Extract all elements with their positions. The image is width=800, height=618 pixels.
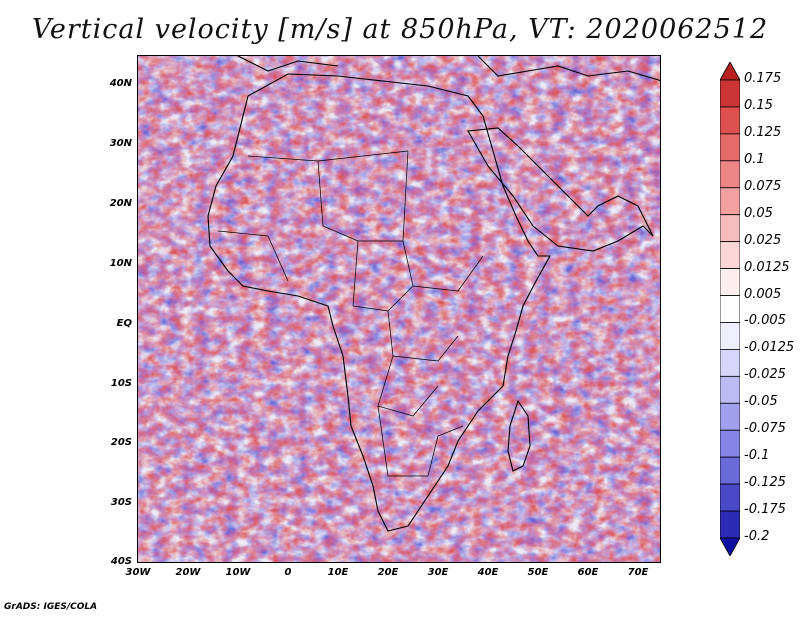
lon-tick-20w: 20W [175, 567, 201, 578]
lon-tick-10e: 10E [327, 567, 349, 578]
lat-tick-10s: 10S [110, 378, 132, 389]
colorbar-box [720, 429, 740, 458]
colorbar-box [720, 537, 740, 556]
colorbar-box [720, 295, 740, 323]
grads-credit: GrADS: IGES/COLA [4, 602, 98, 612]
colorbar-label: -0.005 [744, 313, 786, 329]
colorbar-label: 0.15 [744, 97, 773, 113]
chart-title: Vertical velocity [m/s] at 850hPa, VT: 2… [31, 14, 769, 45]
lat-tick-10n: 10N [109, 258, 132, 269]
lat-tick-30s: 30S [110, 497, 132, 508]
colorbar-label: 0.05 [744, 205, 773, 221]
lon-tick-40e: 40E [477, 567, 499, 578]
colorbar-box [720, 79, 740, 108]
colorbar-box [720, 214, 740, 243]
lon-tick-30e: 30E [427, 567, 449, 578]
colorbar-label: 0.075 [744, 178, 782, 194]
lon-tick-20e: 20E [377, 567, 399, 578]
colorbar-label: 0.005 [744, 286, 782, 302]
colorbar-label: 0.0125 [744, 259, 790, 275]
colorbar-box [720, 106, 740, 135]
lon-tick-30w: 30W [125, 567, 151, 578]
colorbar-boxes [720, 62, 740, 556]
lat-tick-40n: 40N [109, 78, 132, 89]
colorbar-box [720, 510, 740, 539]
coastlines [207, 56, 660, 532]
colorbar-label: 0.025 [744, 232, 782, 248]
country-borders [217, 150, 484, 477]
colorbar-label: -0.075 [744, 421, 786, 437]
colorbar-box [720, 160, 740, 189]
colorbar-label: 0.1 [744, 151, 765, 167]
lon-tick-50e: 50E [527, 567, 549, 578]
colorbar-box [720, 187, 740, 216]
map-panel [137, 55, 661, 563]
colorbar [720, 62, 740, 556]
colorbar-label: -0.125 [744, 475, 786, 491]
lat-tick-20s: 20S [110, 437, 132, 448]
lat-tick-eq: EQ [116, 318, 132, 329]
lon-tick-10w: 10W [225, 567, 251, 578]
colorbar-box [720, 402, 740, 431]
lat-tick-30n: 30N [109, 138, 132, 149]
lat-tick-40s: 40S [110, 556, 132, 567]
colorbar-label: -0.025 [744, 367, 786, 383]
colorbar-label: -0.2 [744, 529, 770, 544]
colorbar-label: -0.175 [744, 502, 786, 518]
colorbar-label: -0.1 [744, 448, 770, 464]
colorbar-label: -0.05 [744, 394, 778, 410]
lon-tick-0: 0 [284, 567, 292, 578]
colorbar-box [720, 241, 740, 269]
colorbar-box [720, 483, 740, 512]
lon-tick-70e: 70E [627, 567, 649, 578]
lat-tick-20n: 20N [109, 198, 132, 209]
colorbar-label: 0.125 [744, 124, 782, 140]
colorbar-box [720, 456, 740, 485]
colorbar-box [720, 62, 740, 81]
lon-tick-60e: 60E [577, 567, 599, 578]
colorbar-box [720, 375, 740, 404]
colorbar-label: 0.175 [744, 71, 782, 86]
colorbar-box [720, 133, 740, 162]
colorbar-box [720, 349, 740, 377]
colorbar-label: -0.0125 [744, 340, 795, 356]
colorbar-box [720, 322, 740, 350]
velocity-field [138, 56, 660, 562]
colorbar-box [720, 268, 740, 296]
